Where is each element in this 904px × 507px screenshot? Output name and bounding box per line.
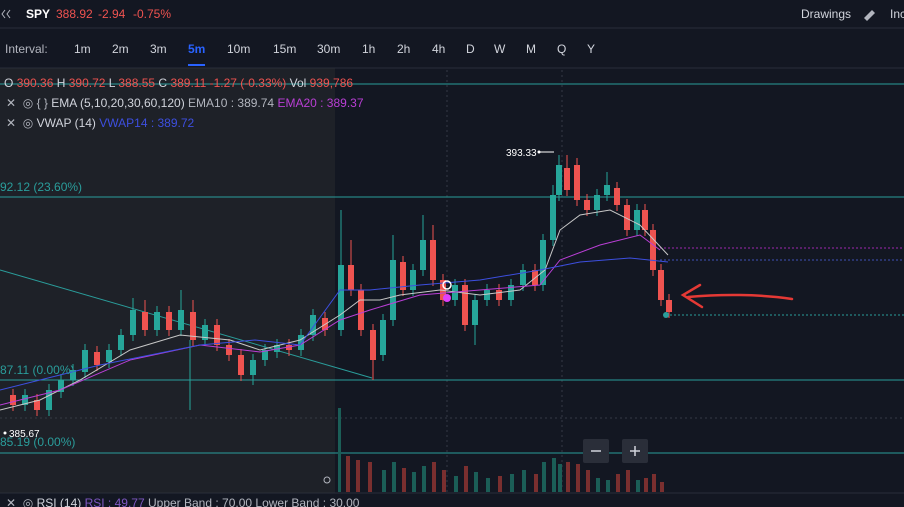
pencil-icon bbox=[864, 10, 875, 21]
interval-option[interactable]: 3m bbox=[150, 42, 167, 56]
visibility-icon[interactable]: ◎ bbox=[22, 96, 34, 110]
symbol[interactable]: SPY bbox=[26, 7, 51, 21]
fib-label: 92.12 (23.60%) bbox=[0, 180, 82, 194]
study-name: VWAP (14) bbox=[36, 116, 96, 130]
interval-option[interactable]: Q bbox=[557, 42, 567, 56]
ohlc-label: Vol bbox=[289, 76, 307, 90]
ohlc-label: L bbox=[108, 76, 116, 90]
interval-option[interactable]: D bbox=[466, 42, 475, 56]
visibility-icon[interactable]: ◎ bbox=[22, 116, 34, 130]
ohlc-label: C bbox=[158, 76, 168, 90]
interval-option[interactable]: Y bbox=[587, 42, 596, 56]
interval-option[interactable]: 30m bbox=[317, 42, 341, 56]
change: -2.94 bbox=[98, 7, 126, 21]
remove-icon[interactable]: ✕ bbox=[6, 96, 17, 110]
study-value: VWAP14 : 389.72 bbox=[99, 116, 195, 130]
volume-bars bbox=[338, 408, 640, 492]
study-name: EMA (5,10,20,30,60,120) bbox=[51, 96, 185, 110]
study-row: ✕ ◎ { } EMA (5,10,20,30,60,120) EMA10 : … bbox=[6, 96, 364, 110]
rsi-row: ✕ ◎ RSI (14) RSI : 49.77 Upper Band : 70… bbox=[6, 496, 359, 507]
ohlc-value: 389.11 bbox=[170, 76, 207, 90]
fib-label: 87.11 (0.00%) bbox=[0, 363, 75, 377]
last-price-dot bbox=[663, 312, 669, 318]
ema10-line bbox=[0, 209, 669, 411]
study-row: ✕ ◎ VWAP (14) VWAP14 : 389.72 bbox=[6, 116, 194, 130]
settings-icon[interactable] bbox=[323, 476, 331, 484]
high-label: 393.33 bbox=[506, 148, 537, 159]
high-pointer bbox=[537, 150, 541, 154]
vwap-line bbox=[0, 257, 669, 391]
ohlc-value: 939,786 bbox=[309, 76, 354, 90]
interval-option[interactable]: 2m bbox=[112, 42, 129, 56]
study-value: Upper Band : 70.00 bbox=[147, 496, 253, 507]
remove-icon[interactable]: ✕ bbox=[6, 116, 17, 130]
study-value: RSI : 49.77 bbox=[84, 496, 145, 507]
trend-line bbox=[0, 269, 373, 379]
price: 388.92 bbox=[56, 7, 93, 21]
ema20-line bbox=[0, 234, 661, 406]
ohlc-value: 390.72 bbox=[68, 76, 106, 90]
collapse-icon[interactable] bbox=[1, 9, 11, 19]
fib-lines bbox=[0, 83, 904, 454]
indicators-button[interactable]: Inc bbox=[890, 7, 904, 21]
drawings-button[interactable]: Drawings bbox=[801, 7, 852, 21]
study-value: Lower Band : 30.00 bbox=[255, 496, 360, 507]
annotation-arrow bbox=[680, 283, 794, 309]
low-label: 385.67 bbox=[9, 429, 40, 440]
interval-option[interactable]: 1m bbox=[74, 42, 91, 56]
code-icon[interactable]: { } bbox=[36, 96, 48, 110]
interval-option[interactable]: W bbox=[494, 42, 506, 56]
ohlc-value: 390.36 bbox=[16, 76, 54, 90]
interval-option[interactable]: 10m bbox=[227, 42, 251, 56]
interval-option[interactable]: 4h bbox=[432, 42, 446, 56]
zoom-in-icon bbox=[630, 446, 640, 456]
interval-option[interactable]: 5m bbox=[188, 42, 206, 66]
visibility-icon[interactable]: ◎ bbox=[22, 496, 34, 507]
study-value: EMA20 : 389.37 bbox=[277, 96, 364, 110]
ohlc-value: 388.55 bbox=[118, 76, 156, 90]
fib-label: 85.19 (0.00%) bbox=[0, 435, 75, 449]
ohlc-row: O 390.36 H 390.72 L 388.55 C 389.11 -1.2… bbox=[4, 76, 353, 90]
study-value: EMA10 : 389.74 bbox=[188, 96, 275, 110]
low-pointer bbox=[3, 431, 7, 435]
interval-option[interactable]: 1h bbox=[362, 42, 376, 56]
remove-icon[interactable]: ✕ bbox=[6, 496, 17, 507]
interval-label: Interval: bbox=[5, 42, 48, 56]
marker bbox=[443, 294, 451, 302]
ohlc-label: O bbox=[4, 76, 14, 90]
interval-option[interactable]: 15m bbox=[273, 42, 297, 56]
change-pct: -0.75% bbox=[133, 7, 172, 21]
marker bbox=[442, 280, 452, 290]
ohlc-label: H bbox=[56, 76, 66, 90]
interval-option[interactable]: 2h bbox=[397, 42, 411, 56]
study-name: RSI (14) bbox=[36, 496, 82, 507]
ohlc-change: -1.27 (-0.33%) bbox=[209, 76, 287, 90]
shaded-range bbox=[0, 68, 335, 493]
interval-option[interactable]: M bbox=[526, 42, 536, 56]
